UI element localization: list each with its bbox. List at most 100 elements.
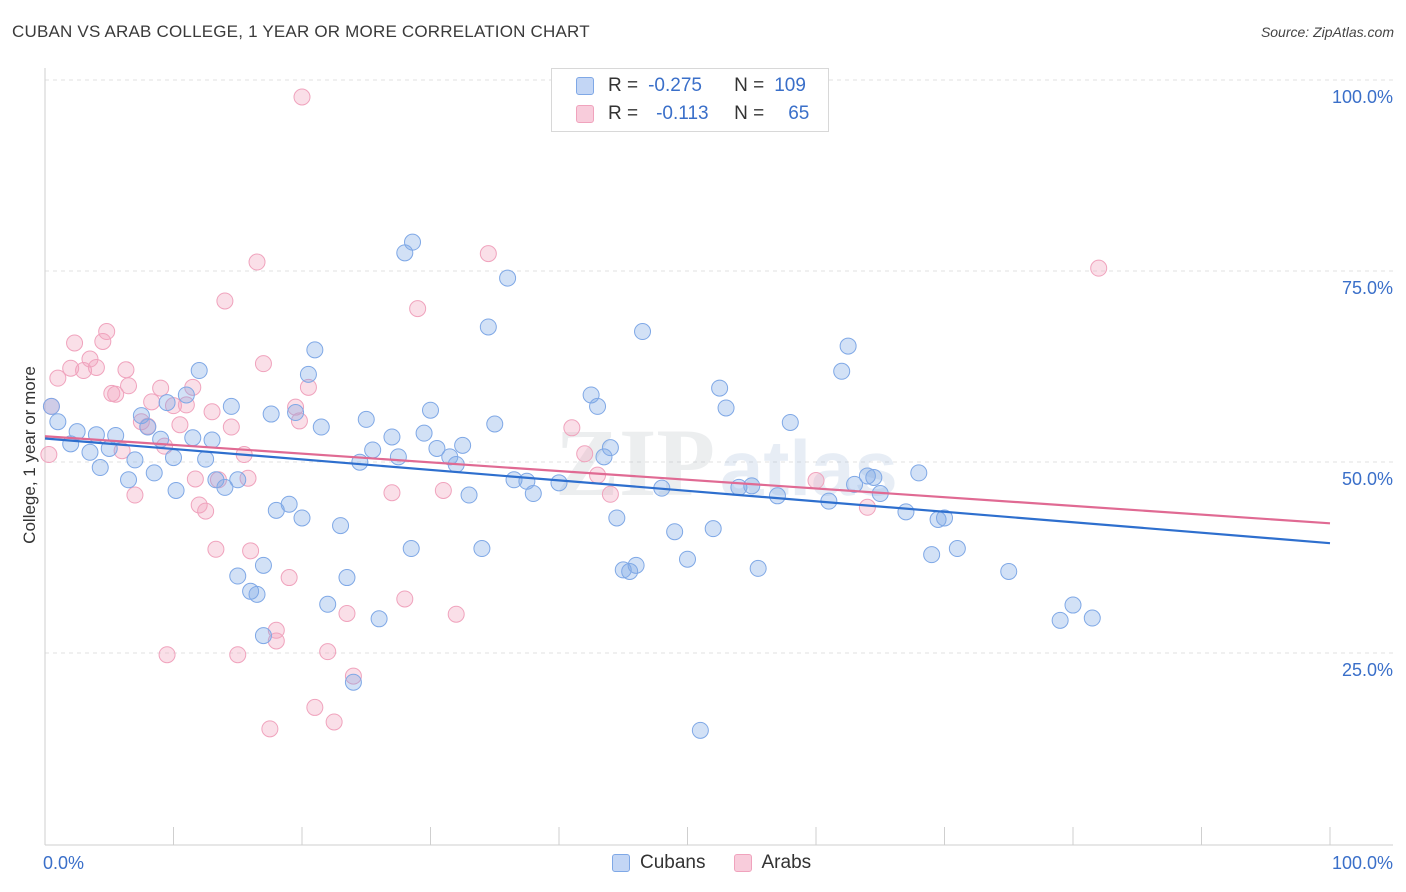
arab-point (409, 300, 427, 318)
cubans-swatch (612, 854, 630, 872)
arab-point (858, 498, 876, 516)
cuban-point (923, 546, 941, 564)
cuban-point (768, 487, 786, 505)
cuban-point (550, 474, 568, 492)
bottom-legend-cubans: Cubans (612, 852, 706, 874)
cuban-point (306, 341, 324, 359)
arab-point (120, 377, 138, 395)
cuban-point (229, 471, 247, 489)
cuban-point (299, 365, 317, 383)
cuban-point (1083, 609, 1101, 627)
cuban-point (332, 517, 350, 535)
cuban-point (781, 413, 799, 431)
cuban-point (524, 485, 542, 503)
y-tick-label: 75.0% (1342, 278, 1393, 298)
cuban-point (666, 523, 684, 541)
arab-point (197, 502, 215, 520)
tick-labels: 25.0% 50.0% 75.0% 100.0% 0.0% 100.0% (43, 87, 1393, 873)
cuban-point (319, 595, 337, 613)
cuban-point (184, 429, 202, 447)
arabs-swatch (733, 854, 752, 872)
arab-point (563, 419, 581, 437)
legend-r-label: R = (608, 75, 639, 96)
cubans-label: Cubans (640, 852, 706, 873)
arab-point (40, 446, 58, 464)
arab-point (87, 358, 105, 376)
x-tick-label: 0.0% (43, 853, 84, 873)
cuban-point (91, 459, 109, 477)
chart-title: CUBAN VS ARAB COLLEGE, 1 YEAR OR MORE CO… (12, 22, 590, 41)
arab-point (186, 470, 204, 488)
arab-point (107, 385, 125, 403)
cuban-point (589, 397, 607, 415)
arab-point (287, 398, 305, 416)
arab-point (293, 88, 311, 106)
cuban-point (145, 464, 163, 482)
cuban-point (197, 450, 215, 468)
arab-point (325, 713, 343, 731)
arab-point (267, 632, 285, 650)
watermark-zip: ZIP (555, 409, 715, 516)
arab-point (479, 245, 497, 263)
arab-point (396, 590, 414, 608)
cuban-point (42, 397, 60, 415)
y-axis-label: College, 1 year or more (20, 366, 39, 544)
cuban-point (704, 520, 722, 538)
cuban-point (262, 405, 280, 423)
cuban-point (203, 431, 221, 449)
cuban-point (614, 561, 632, 579)
arab-point (113, 442, 131, 460)
cuban-point (601, 439, 619, 457)
arab-point (158, 646, 176, 664)
cuban-point (190, 362, 208, 380)
cuban-point (415, 424, 433, 442)
arab-point (229, 646, 247, 664)
arab-point (319, 643, 337, 661)
legend-n-value: 65 (788, 103, 810, 124)
cuban-point (177, 386, 195, 404)
cuban-point (81, 443, 99, 461)
cuban-point (254, 556, 272, 574)
arab-point (222, 418, 240, 436)
cuban-point (428, 439, 446, 457)
cuban-point (948, 540, 966, 558)
arab-point (576, 445, 594, 463)
arab-point (177, 396, 195, 414)
axes (44, 68, 1393, 846)
source-label: Source: ZipAtlas.com (1260, 24, 1394, 40)
arab-point (190, 496, 208, 514)
cuban-point (422, 401, 439, 419)
arab-point (383, 484, 401, 502)
arab-point (171, 416, 189, 434)
arabs-trend-line (44, 435, 1331, 525)
arab-point (290, 412, 308, 430)
arab-point (66, 334, 84, 352)
arab-point (338, 604, 356, 622)
bottom-legend: Cubans Arabs (612, 852, 839, 874)
y-tick-label: 100.0% (1332, 87, 1393, 107)
cuban-point (293, 509, 311, 527)
arab-point (98, 323, 116, 341)
cuban-point (621, 562, 639, 580)
arab-point (434, 481, 452, 499)
cuban-point (897, 503, 915, 521)
legend-row-arabs: R = -0.113 N = 65 (576, 101, 809, 127)
cuban-point (158, 394, 176, 412)
cuban-point (473, 540, 491, 558)
arab-point (299, 378, 317, 396)
arab-point (49, 369, 67, 387)
arab-point (248, 253, 266, 271)
legend-r-label: R = (608, 103, 639, 124)
cuban-point (338, 569, 356, 587)
y-tick-label: 25.0% (1342, 660, 1393, 680)
cuban-point (404, 233, 422, 251)
cuban-point (846, 475, 864, 493)
cuban-point (312, 418, 330, 436)
cuban-point (1064, 596, 1082, 614)
arab-point (126, 486, 144, 504)
cuban-point (499, 269, 517, 287)
cuban-point (287, 404, 305, 422)
cuban-point (165, 449, 182, 467)
cuban-point (634, 323, 652, 341)
